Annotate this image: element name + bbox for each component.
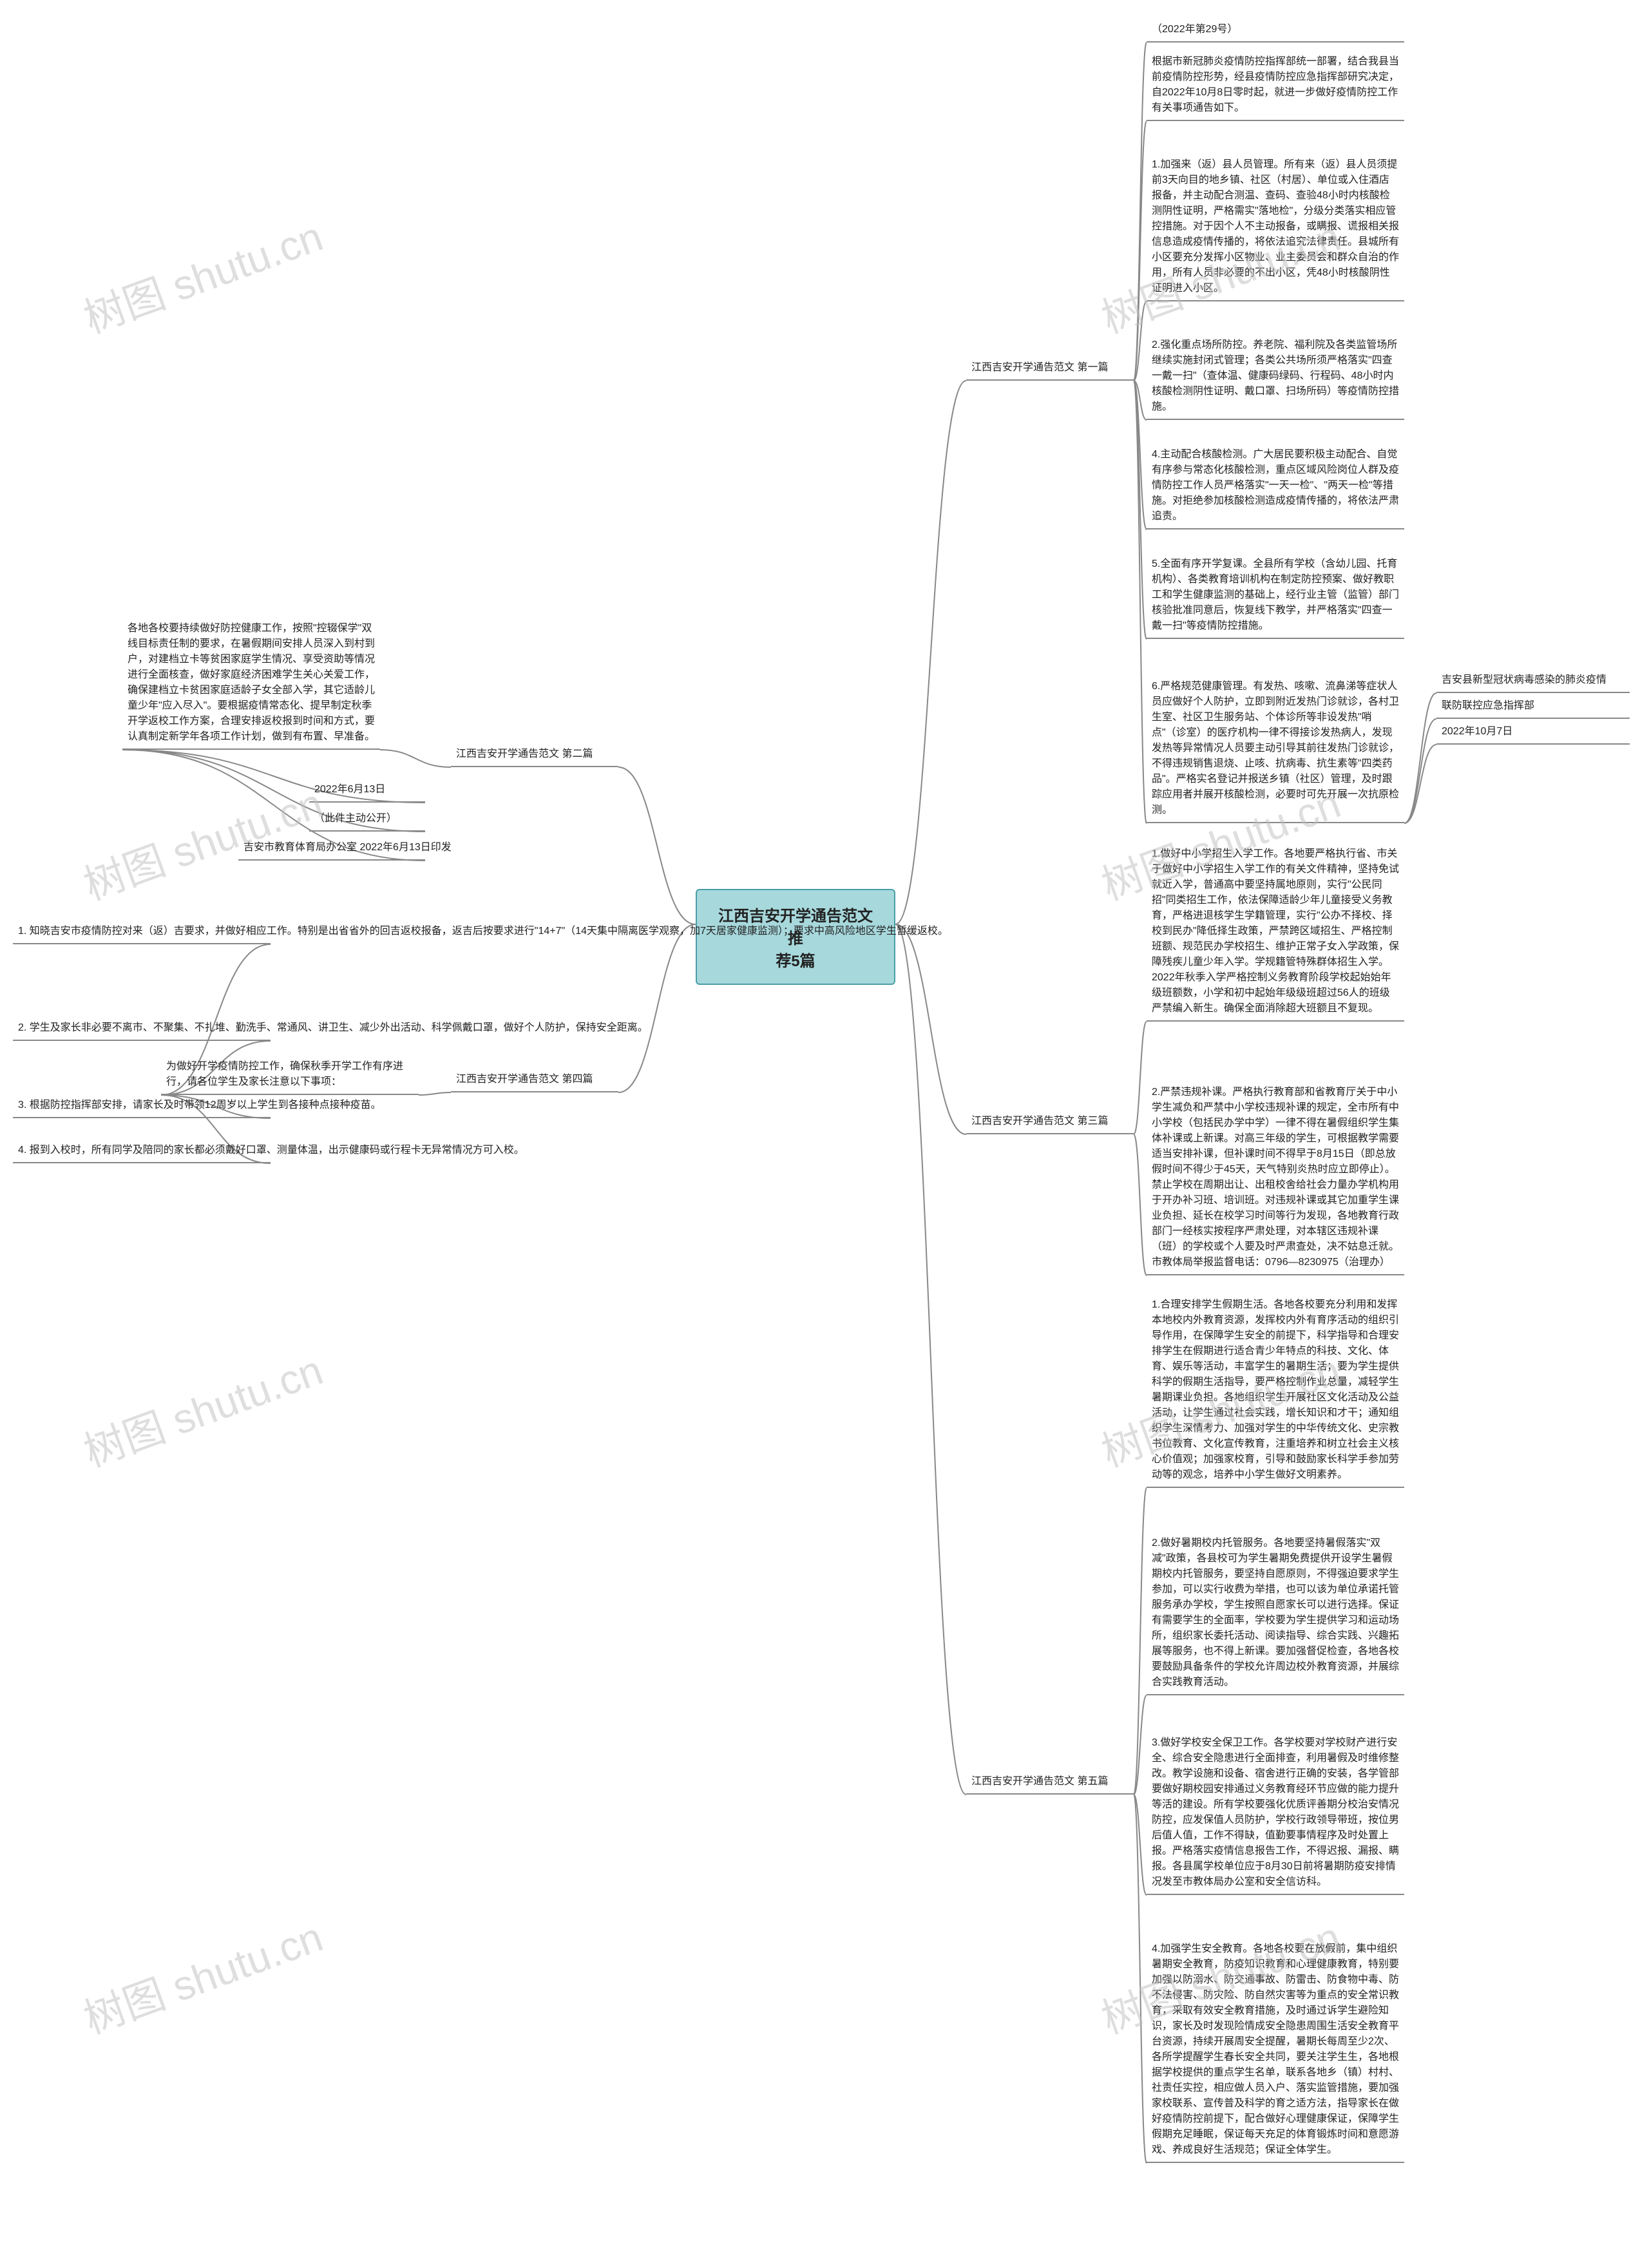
tail-node: 1. 知晓吉安市疫情防控对来（返）吉要求，并做好相应工作。特别是出省省外的回吉返… — [13, 921, 271, 944]
leaf-node: 各地各校要持续做好防控健康工作，按照"控辍保学"双线目标责任制的要求，在暑假期间… — [122, 618, 380, 750]
watermark: 树图 shutu.cn — [75, 1904, 330, 2045]
leaf-node: 2.严禁违规补课。严格执行教育部和省教育厅关于中小学生减负和严禁中小学校违规补课… — [1147, 1082, 1404, 1275]
leaf-node: 根据市新冠肺炎疫情防控指挥部统一部署，结合我县当前疫情防控形势，经县疫情防控应急… — [1147, 52, 1404, 121]
mindmap-canvas: 江西吉安开学通告范文推 荐5篇 江西吉安开学通告范文 第一篇 （2022年第29号… — [0, 0, 1649, 2268]
leaf-node: 2.做好暑期校内托管服务。各地要坚持暑假落实"双减"政策，各县校可为学生暑期免费… — [1147, 1533, 1404, 1695]
leaf-node: 2.强化重点场所防控。养老院、福利院及各类监管场所继续实施封闭式管理；各类公共场… — [1147, 335, 1404, 420]
tail-node: （此件主动公开） — [309, 808, 425, 832]
leaf-node: 5.全面有序开学复课。全县所有学校（含幼儿园、托育机构）、各类教育培训机构在制定… — [1147, 554, 1404, 639]
leaf-node: （2022年第29号） — [1147, 19, 1404, 43]
root-node: 江西吉安开学通告范文推 荐5篇 — [696, 889, 895, 985]
branch-label: 江西吉安开学通告范文 第五篇 — [966, 1771, 1134, 1795]
leaf-node: 1.做好中小学招生入学工作。各地要严格执行省、市关于做好中小学招生入学工作的有关… — [1147, 844, 1404, 1022]
leaf-node: 为做好开学疫情防控工作，确保秋季开学工作有序进行，请各位学生及家长注意以下事项： — [161, 1056, 419, 1095]
tail-node: 3. 根据防控指挥部安排，请家长及时带领12周岁以上学生到各接种点接种疫苗。 — [13, 1095, 271, 1118]
tail-node: 2022年6月13日 — [309, 779, 425, 803]
branch-label: 江西吉安开学通告范文 第三篇 — [966, 1111, 1134, 1134]
leaf-node: 1.合理安排学生假期生活。各地各校要充分利用和发挥本地校内外教育资源，发挥校内外… — [1147, 1295, 1404, 1488]
branch-label: 江西吉安开学通告范文 第一篇 — [966, 357, 1134, 381]
tail-node: 吉安县新型冠状病毒感染的肺炎疫情 — [1436, 670, 1630, 693]
leaf-node: 1.加强来（返）县人员管理。所有来（返）县人员须提前3天向目的地乡镇、社区（村居… — [1147, 155, 1404, 301]
watermark: 树图 shutu.cn — [75, 1337, 330, 1478]
tail-node: 2. 学生及家长非必要不离市、不聚集、不扎堆、勤洗手、常通风、讲卫生、减少外出活… — [13, 1018, 271, 1041]
leaf-node: 3.做好学校安全保卫工作。各学校要对学校财产进行安全、综合安全隐患进行全面排查，… — [1147, 1733, 1404, 1895]
tail-node: 4. 报到入校时，所有同学及陪同的家长都必须戴好口罩、测量体温，出示健康码或行程… — [13, 1140, 271, 1163]
leaf-node: 4.加强学生安全教育。各地各校要在放假前，集中组织暑期安全教育，防疫知识教育和心… — [1147, 1939, 1404, 2163]
branch-label: 江西吉安开学通告范文 第四篇 — [451, 1069, 618, 1092]
leaf-node: 6.严格规范健康管理。有发热、咳嗽、流鼻涕等症状人员应做好个人防护，立即到附近发… — [1147, 676, 1404, 823]
tail-node: 2022年10月7日 — [1436, 721, 1630, 745]
tail-node: 联防联控应急指挥部 — [1436, 696, 1630, 719]
tail-node: 吉安市教育体育局办公室 2022年6月13日印发 — [238, 837, 425, 861]
branch-label: 江西吉安开学通告范文 第二篇 — [451, 744, 618, 767]
watermark: 树图 shutu.cn — [75, 204, 330, 345]
leaf-node: 4.主动配合核酸检测。广大居民要积极主动配合、自觉有序参与常态化核酸检测，重点区… — [1147, 444, 1404, 529]
